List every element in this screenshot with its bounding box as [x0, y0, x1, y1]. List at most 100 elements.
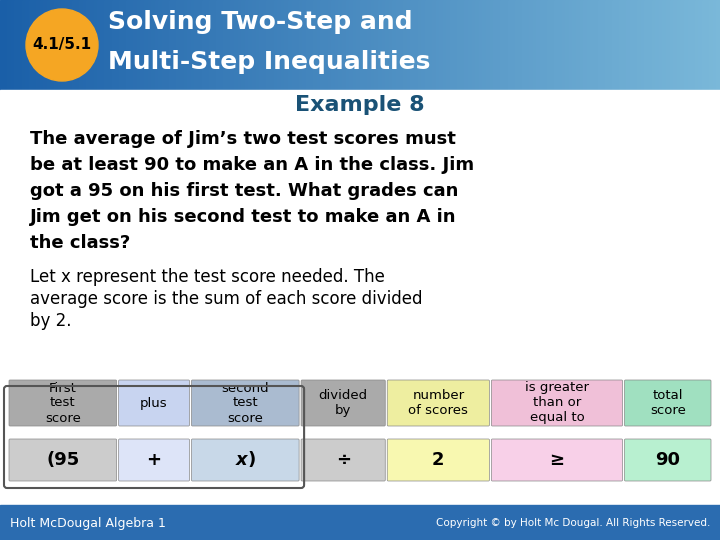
Bar [83, 0, 87, 90]
Bar [328, 0, 332, 90]
FancyBboxPatch shape [9, 380, 117, 426]
Bar [245, 0, 249, 90]
Text: be at least 90 to make an A in the class. Jim: be at least 90 to make an A in the class… [30, 156, 474, 174]
Bar [202, 0, 206, 90]
Bar [702, 0, 706, 90]
Bar [526, 0, 530, 90]
Text: Jim get on his second test to make an A in: Jim get on his second test to make an A … [30, 208, 456, 226]
Bar [407, 0, 411, 90]
Bar [461, 0, 465, 90]
Text: +: + [147, 451, 161, 469]
Bar [641, 0, 645, 90]
Bar [706, 0, 710, 90]
Bar [331, 0, 336, 90]
Bar [353, 0, 357, 90]
Bar [500, 0, 505, 90]
Bar [295, 0, 300, 90]
Bar [410, 0, 415, 90]
Bar [284, 0, 289, 90]
Bar [122, 0, 127, 90]
Bar [490, 0, 494, 90]
Bar [421, 0, 426, 90]
Bar [414, 0, 418, 90]
Bar [662, 0, 667, 90]
Bar [544, 0, 548, 90]
Text: Solving Two-Step and: Solving Two-Step and [108, 10, 413, 34]
Bar [349, 0, 354, 90]
Bar [673, 0, 678, 90]
Text: Multi-Step Inequalities: Multi-Step Inequalities [108, 50, 431, 74]
Bar [76, 0, 80, 90]
Bar [274, 0, 278, 90]
Bar [446, 0, 451, 90]
Bar [155, 0, 159, 90]
Bar [684, 0, 688, 90]
Bar [36, 0, 40, 90]
Bar [4, 0, 8, 90]
Bar [302, 0, 307, 90]
Bar [695, 0, 699, 90]
Bar [292, 0, 296, 90]
Bar [79, 0, 84, 90]
Bar [551, 0, 555, 90]
Bar [360, 0, 364, 90]
Bar [310, 0, 314, 90]
Bar [626, 0, 631, 90]
Bar [40, 0, 44, 90]
Bar [194, 0, 199, 90]
Bar [367, 0, 372, 90]
Bar [587, 0, 591, 90]
Bar [252, 0, 256, 90]
Bar [425, 0, 429, 90]
Bar [612, 0, 616, 90]
Bar [418, 0, 422, 90]
Bar [436, 0, 440, 90]
Bar [90, 0, 94, 90]
Bar [223, 0, 228, 90]
Bar [374, 0, 379, 90]
Bar [320, 0, 325, 90]
Bar [619, 0, 624, 90]
Bar [104, 0, 109, 90]
Bar [216, 0, 220, 90]
Bar [378, 0, 382, 90]
Bar [306, 0, 310, 90]
Bar [677, 0, 681, 90]
Bar [259, 0, 264, 90]
Bar [277, 0, 282, 90]
Bar [396, 0, 400, 90]
Bar [688, 0, 692, 90]
FancyBboxPatch shape [301, 439, 385, 481]
Text: average score is the sum of each score divided: average score is the sum of each score d… [30, 290, 423, 308]
Bar [634, 0, 638, 90]
Bar [220, 0, 224, 90]
Bar [86, 0, 91, 90]
Bar [238, 0, 242, 90]
Bar [572, 0, 577, 90]
Bar [522, 0, 526, 90]
Bar [670, 0, 674, 90]
Bar [256, 0, 260, 90]
Bar [472, 0, 476, 90]
Bar [230, 0, 235, 90]
Bar [680, 0, 685, 90]
Bar [11, 0, 15, 90]
Bar [428, 0, 433, 90]
Bar [644, 0, 649, 90]
Text: by 2.: by 2. [30, 312, 71, 330]
Bar [234, 0, 238, 90]
Bar [29, 0, 33, 90]
Bar [130, 0, 134, 90]
Bar [0, 0, 4, 90]
Bar [25, 0, 30, 90]
Bar [119, 0, 123, 90]
FancyBboxPatch shape [301, 380, 385, 426]
Bar [198, 0, 202, 90]
Text: First
test
score: First test score [45, 381, 81, 424]
Bar [335, 0, 339, 90]
Bar [529, 0, 534, 90]
Bar [148, 0, 152, 90]
Bar [576, 0, 580, 90]
Bar [169, 0, 174, 90]
Bar [562, 0, 566, 90]
